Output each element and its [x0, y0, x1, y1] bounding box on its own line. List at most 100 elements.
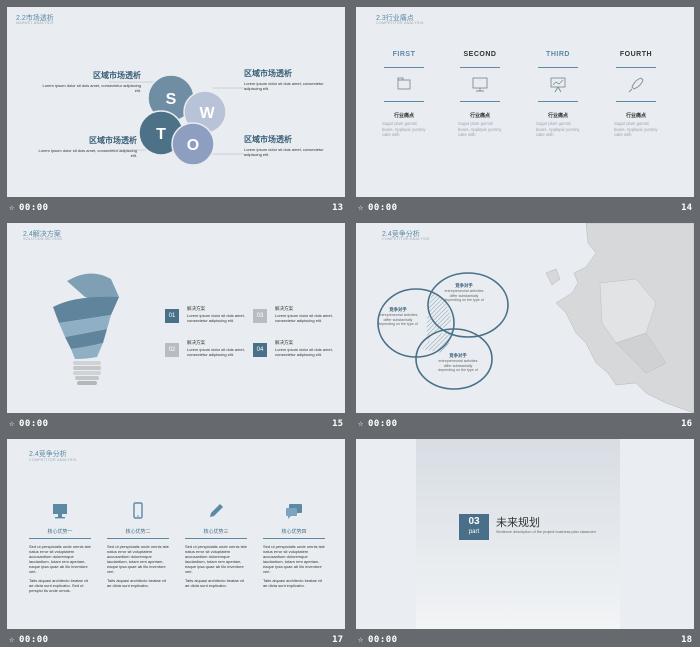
slide-number: 16 [681, 419, 692, 429]
venn-text: entrepreneurial activities differ substa… [438, 359, 478, 373]
section-text: Sentence description of the project busi… [496, 530, 596, 534]
advantage-column-2: 核心优势二 Sed ut perspiciatis unde omnis iste… [107, 501, 169, 588]
section-heading: 未来规划 [496, 517, 540, 529]
divider [107, 538, 169, 539]
slide-canvas: 2.4竞争分析 COMPETITOR ANALYSIS 核心优势一 Sed ut … [7, 439, 345, 629]
column-heading: 行业痛点 [469, 113, 490, 119]
venn-heading: 竞争对手 [389, 307, 407, 312]
clock-icon: ☆ [9, 635, 15, 645]
title-panel [416, 439, 620, 629]
divider [460, 67, 500, 68]
column-3: THIRD 行业痛点 Sugar plum gummi bears. Applepi… [522, 51, 594, 138]
slide-subtitle: COMPETITOR ANALYSIS [29, 458, 77, 462]
divider [263, 538, 325, 539]
advantage-heading: 核心优势三 [203, 529, 229, 535]
advantage-text: Sed ut perspiciatis unde omnis iste natu… [29, 544, 91, 574]
slide-canvas: 2.2市场透析 MARKET ANALYSIS 区域市场透析 Lorem ips… [7, 7, 345, 197]
slide-subtitle: MARKET ANALYSIS [16, 21, 54, 25]
swot-w: W [199, 105, 215, 122]
advantage-text: Sed ut perspiciatis unde omnis iste natu… [185, 544, 247, 574]
item-heading: 解决方案 [187, 340, 205, 345]
divider [384, 101, 424, 102]
clock-icon: ☆ [9, 203, 15, 213]
column-heading: 行业痛点 [625, 113, 646, 119]
presentation-icon [547, 74, 569, 96]
slide-time: 00:00 [19, 419, 49, 429]
column-label: SECOND [463, 51, 497, 58]
clock-icon: ☆ [9, 419, 15, 429]
advantage-text: Sed ut perspiciatis unde omnis iste natu… [107, 544, 169, 574]
advantage-text-2: Taits aiquasi architecto beatae vit ae d… [107, 578, 166, 588]
text-block: 区域市场透析 Lorem ipsum dolor sit duis amet, … [38, 136, 138, 158]
chat-icon [284, 501, 304, 521]
slide-number: 17 [332, 635, 343, 645]
divider [616, 67, 656, 68]
item-number: 02 [165, 343, 179, 357]
slide-footer: ☆ 00:00 17 [7, 631, 345, 647]
advantage-column-3: 核心优势三 Sed ut perspiciatis unde omnis iste… [185, 501, 247, 588]
advantage-heading: 核心优势四 [281, 529, 307, 535]
slide-footer: ☆ 00:00 13 [7, 199, 345, 217]
text-block: 区域市场透析 Lorem ipsum dolor sit duis amet, … [244, 69, 324, 91]
swot-s: S [166, 91, 177, 108]
item-heading: 解决方案 [187, 306, 205, 311]
item-heading: 解决方案 [275, 340, 293, 345]
slide-canvas: 03 part 未来规划 Sentence description of the… [356, 439, 694, 629]
item-text: Lorem ipsum dolor sit duis amet, consect… [187, 313, 245, 323]
clock-icon: ☆ [358, 635, 364, 645]
slide-time: 00:00 [19, 203, 49, 213]
venn-diagram [377, 272, 509, 390]
folder-icon [393, 74, 415, 96]
item-text-block: 解决方案 Lorem ipsum dolor sit duis amet, con… [275, 306, 337, 323]
rocket-icon [625, 74, 647, 96]
swot-diagram: S W T O [109, 74, 245, 166]
slide-time: 00:00 [19, 635, 49, 645]
monitor-icon [469, 74, 491, 96]
slide-number: 14 [681, 203, 692, 213]
divider [185, 538, 247, 539]
slide-number: 13 [332, 203, 343, 213]
column-1: FIRST 行业痛点 Sugar plum gummi bears. Applepi… [368, 51, 440, 138]
slide-subtitle: SOLUTION METHOD [23, 237, 63, 241]
column-heading: 行业痛点 [393, 113, 414, 119]
item-text-block: 解决方案 Lorem ipsum dolor sit duis amet, con… [275, 340, 337, 357]
column-text: Sugar plum gummi bears. Applepie yummy c… [614, 121, 658, 137]
advantage-column-1: 核心优势一 Sed ut perspiciatis unde omnis iste… [29, 501, 91, 593]
slide-title: 2.4竞争分析 [29, 451, 67, 458]
clock-icon: ☆ [358, 419, 364, 429]
venn-label: 竞争对手 entrepreneurial activities differ su… [438, 353, 478, 373]
column-label: THIRD [546, 51, 570, 58]
swot-o: O [187, 137, 199, 154]
slide-canvas: 2.3行业痛点 COMPETITOR ANALYSIS FIRST 行业痛点 Sug… [356, 7, 694, 197]
advantage-heading: 核心优势一 [47, 529, 73, 535]
slide-title: 2.4竞争分析 [382, 231, 420, 238]
slide-footer: ☆ 00:00 18 [356, 631, 694, 647]
column-text: Sugar plum gummi bears. Applepie yummy c… [536, 121, 580, 137]
text-block: 区域市场透析 Lorem ipsum dolor sit duis amet, … [42, 71, 142, 93]
divider [384, 67, 424, 68]
divider [460, 101, 500, 102]
slide-number: 15 [332, 419, 343, 429]
ribbon-lightbulb-icon [53, 273, 119, 385]
slide-footer: ☆ 00:00 15 [7, 415, 345, 433]
clock-icon: ☆ [358, 203, 364, 213]
item-text: Lorem ipsum dolor sit duis amet, consect… [187, 347, 245, 357]
column-text: Sugar plum gummi bears. Applepie yummy c… [458, 121, 502, 137]
part-badge: 03 part [459, 514, 489, 540]
slide-time: 00:00 [368, 635, 398, 645]
phone-icon [128, 501, 148, 521]
slide-footer: ☆ 00:00 16 [356, 415, 694, 433]
slide-time: 00:00 [368, 203, 398, 213]
column-4: FOURTH 行业痛点 Sugar plum gummi bears. Applep… [600, 51, 672, 138]
slide-subtitle: COMPETITOR ANALYSIS [382, 237, 430, 241]
slide-canvas: 2.4解决方案 SOLUTION METHOD 01 解决方案 Lorem ipsu… [7, 223, 345, 413]
item-number: 01 [165, 309, 179, 323]
column-heading: 行业痛点 [547, 113, 568, 119]
slide-number: 18 [681, 635, 692, 645]
venn-text: entrepreneurial activities differ substa… [378, 313, 418, 327]
advantage-text-2: Taits aiquasi architecto beatae vit ae d… [263, 578, 322, 588]
europe-map [545, 223, 694, 413]
pencil-icon [206, 501, 226, 521]
item-number: 03 [253, 309, 267, 323]
slide-footer: ☆ 00:00 14 [356, 199, 694, 217]
